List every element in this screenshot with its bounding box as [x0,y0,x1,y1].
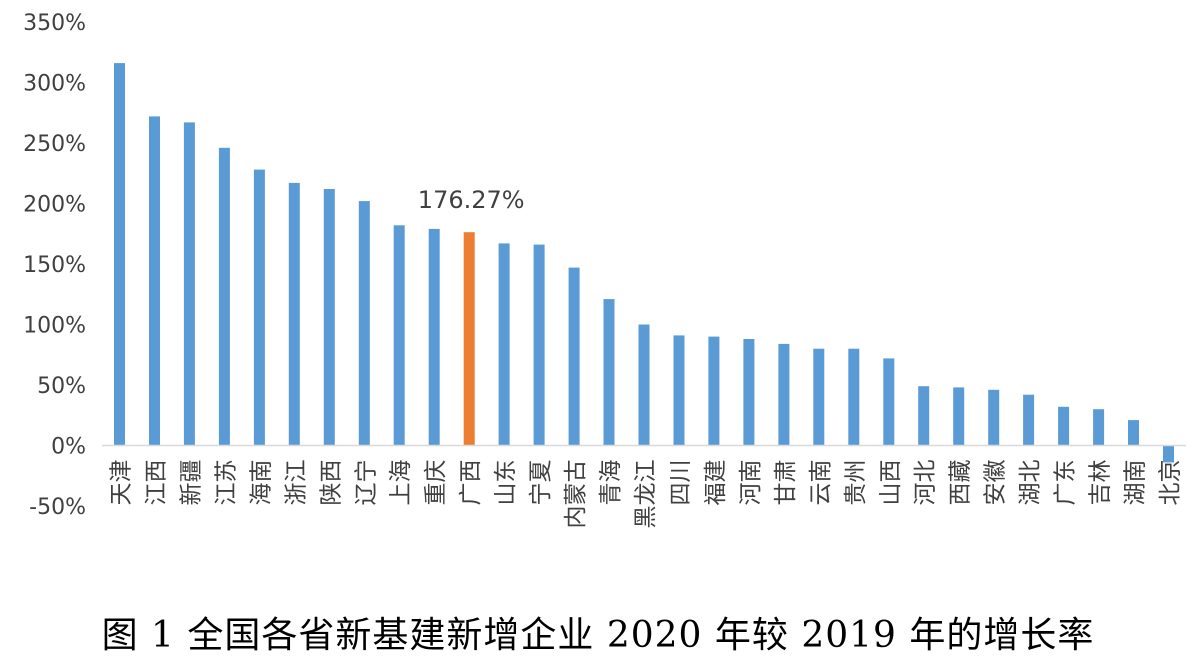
bar-甘肃 [778,343,790,446]
highlight-data-label: 176.27% [418,186,525,214]
x-tick-label: 四川 [668,460,694,506]
x-tick-label: 广东 [1053,460,1079,506]
bar-广西 [463,232,475,446]
chart-caption: 图 1 全国各省新基建新增企业 2020 年较 2019 年的增长率 [101,615,1095,656]
bar-云南 [813,348,825,446]
x-tick-label: 福建 [703,460,729,506]
y-tick-label: 50% [37,374,86,399]
x-tick-label: 贵州 [843,460,869,506]
bar-浙江 [288,182,300,446]
x-tick-label: 山东 [493,460,519,506]
x-tick-label: 山西 [878,460,904,506]
x-tick-label: 内蒙古 [563,460,589,529]
x-tick-label: 云南 [808,460,834,506]
x-tick-label: 江苏 [213,460,239,506]
x-tick-label: 上海 [388,460,414,506]
bar-四川 [673,335,685,446]
x-tick-label: 河南 [738,460,764,506]
x-tick-label: 浙江 [283,460,309,506]
bar-青海 [603,299,615,446]
bar-海南 [253,169,265,446]
bar-黑龙江 [638,324,650,446]
y-axis-ticks: -50% 0% 50% 100% 150% 200% 250% 300% 350% [23,11,86,520]
bar-辽宁 [358,201,370,446]
bar-江苏 [218,147,230,446]
x-tick-label: 海南 [248,460,274,506]
bar-上海 [393,225,405,446]
bar-河南 [743,339,755,446]
bar-贵州 [848,348,860,446]
x-tick-label: 河北 [913,460,939,506]
bar-广东 [1058,406,1070,446]
x-tick-label: 吉林 [1088,460,1114,506]
bar-内蒙古 [568,267,580,446]
x-tick-label: 新疆 [178,460,204,506]
bar-江西 [149,116,160,446]
bar-山西 [883,358,895,446]
y-tick-label: 0% [51,435,86,460]
x-tick-label: 陕西 [318,460,344,506]
x-tick-label: 黑龙江 [633,460,659,529]
bar-福建 [708,336,720,446]
y-tick-label: 150% [23,253,86,278]
x-tick-label: 西藏 [948,460,974,506]
bar-河北 [918,386,930,446]
x-tick-label: 北京 [1158,460,1184,506]
x-tick-label: 湖北 [1018,460,1044,506]
bar-新疆 [183,122,195,446]
y-tick-label: 100% [23,314,86,339]
x-tick-label: 江西 [144,460,170,506]
y-tick-label: 300% [23,72,86,97]
bar-天津 [114,63,125,446]
x-tick-label: 湖南 [1123,460,1149,506]
bar-山东 [498,243,510,446]
y-tick-label: -50% [29,495,86,520]
bar-宁夏 [533,244,545,446]
x-tick-label: 宁夏 [528,460,554,506]
bar-北京 [1163,445,1174,463]
x-tick-label: 安徽 [983,460,1009,506]
bar-重庆 [428,228,440,446]
y-tick-label: 200% [23,193,86,218]
bar-吉林 [1093,409,1105,446]
bar-安徽 [988,389,1000,446]
bar-湖南 [1128,420,1139,446]
x-tick-label: 重庆 [423,460,449,506]
x-tick-label: 青海 [598,460,624,506]
x-tick-label: 广西 [458,460,484,506]
y-tick-label: 350% [23,11,86,36]
bar-陕西 [323,189,335,446]
x-tick-label: 甘肃 [773,460,799,506]
x-tick-label: 辽宁 [353,460,379,506]
bars [114,63,1174,463]
x-tick-label: 天津 [109,460,135,506]
y-tick-label: 250% [23,132,86,157]
bar-湖北 [1023,394,1035,446]
bar-西藏 [953,387,965,446]
x-axis-labels: 天津 江西 新疆 江苏 海南 浙江 陕西 辽宁 上海 重庆 广西 山东 宁夏 内蒙古 青海 黑龙江 四川 福建 河南… [109,460,1184,529]
